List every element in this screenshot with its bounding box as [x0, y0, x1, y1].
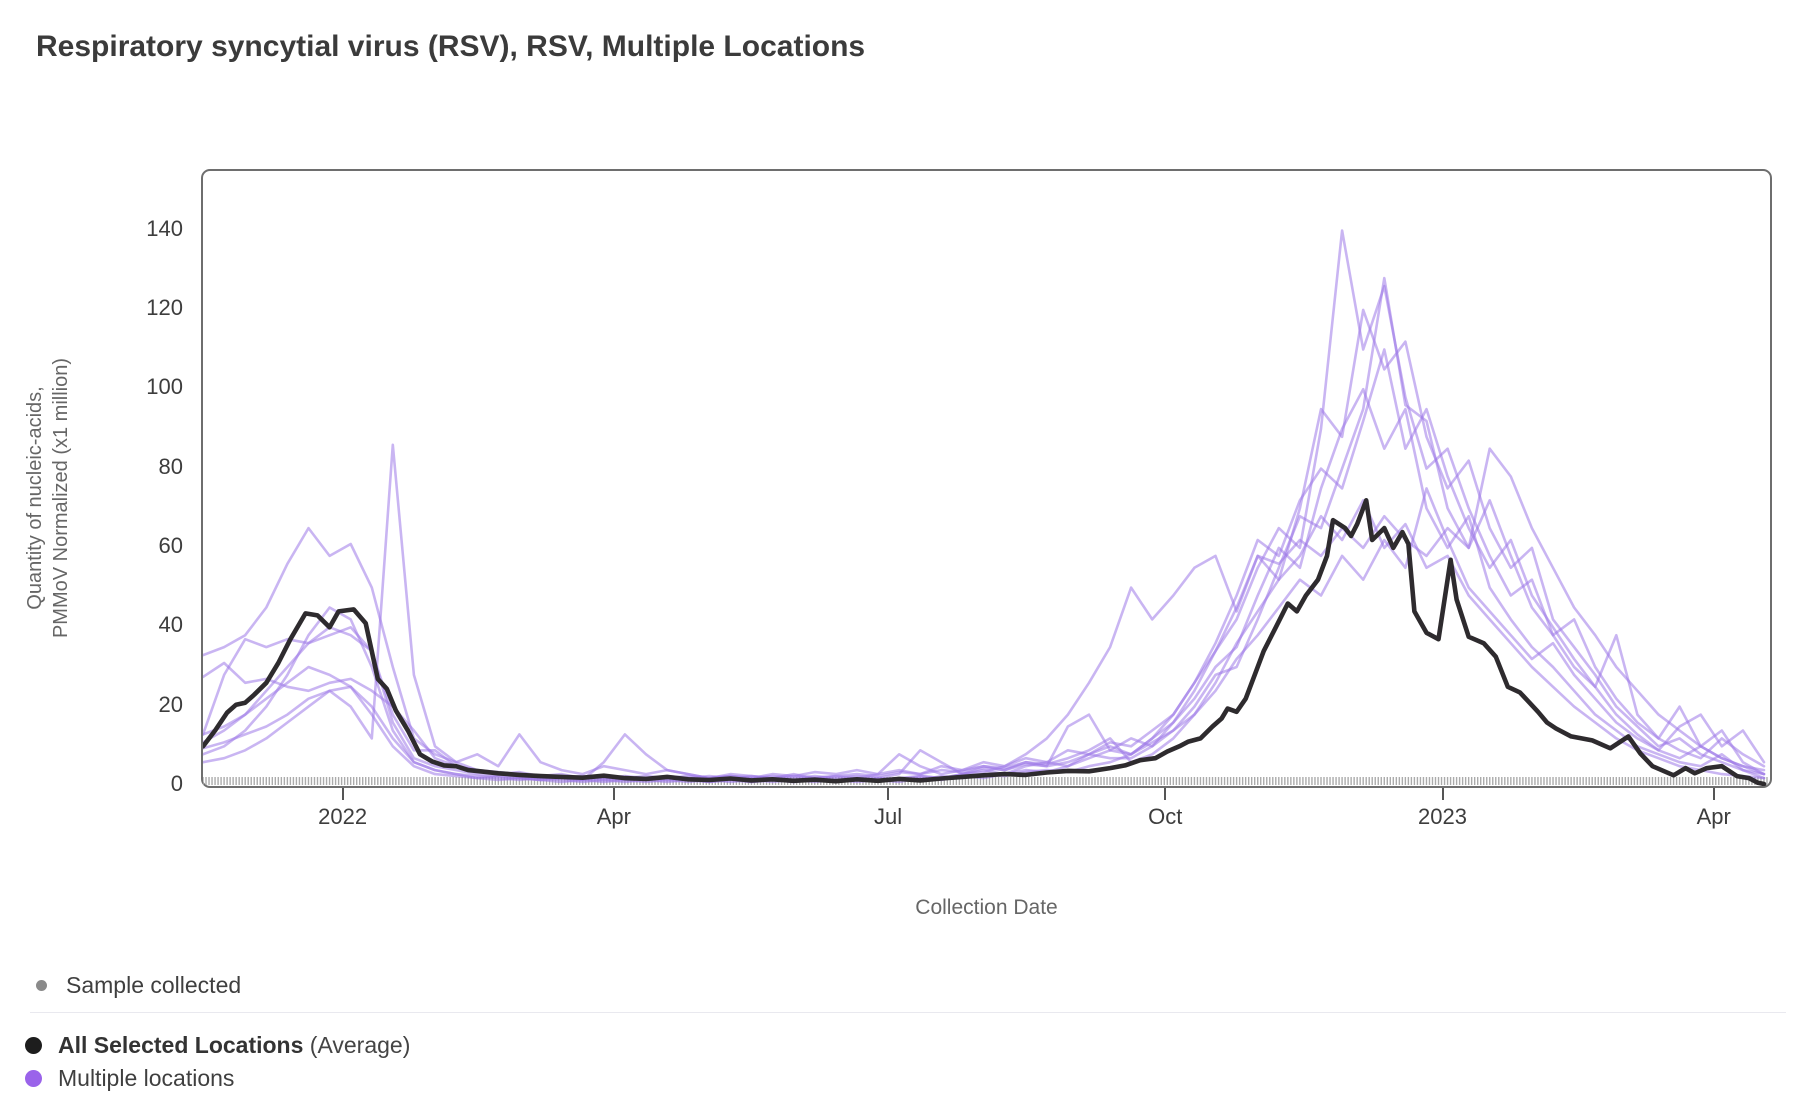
x-tick-mark-Apr	[612, 788, 615, 800]
location-2-line	[203, 387, 1766, 780]
legend-sample-collected: Sample collected	[30, 972, 241, 999]
plot-area[interactable]	[201, 169, 1772, 788]
location-8-line	[203, 487, 1766, 782]
chart-svg	[203, 229, 1768, 786]
legend-sample-label: Sample collected	[66, 972, 242, 998]
y-tick-label-40: 40	[158, 612, 183, 638]
x-tick-mark-Apr	[1712, 788, 1715, 800]
locations-series-dot-icon	[25, 1070, 42, 1087]
legend-average-suffix: (Average)	[303, 1032, 411, 1058]
location-6-line	[203, 447, 1766, 784]
x-tick-label-Apr: Apr	[1696, 804, 1731, 829]
sample-collected-dot-icon	[36, 980, 47, 991]
y-tick-label-140: 140	[146, 215, 183, 241]
location-7-line	[203, 348, 1766, 784]
legend-average: All Selected Locations (Average)	[22, 1032, 410, 1059]
location-5-line	[203, 498, 1766, 780]
x-tick-mark-2022	[341, 788, 344, 800]
x-tick-label-2023: 2023	[1418, 804, 1467, 829]
y-tick-label-80: 80	[158, 453, 183, 479]
average-line	[203, 497, 1767, 786]
location-1-line	[203, 308, 1766, 784]
x-axis-title: Collection Date	[915, 896, 1058, 919]
x-tick-label-Jul: Jul	[874, 804, 903, 829]
x-tick-mark-2023	[1441, 788, 1444, 800]
y-tick-label-20: 20	[158, 691, 183, 717]
y-tick-label-120: 120	[146, 294, 183, 320]
legend-average-label: All Selected Locations	[58, 1032, 304, 1058]
legend-divider	[30, 1012, 1786, 1013]
legend-multiple-locations: Multiple locations	[22, 1065, 234, 1092]
x-tick-label-Apr: Apr	[596, 804, 631, 829]
y-tick-label-100: 100	[146, 374, 183, 400]
average-series-dot-icon	[25, 1037, 42, 1054]
x-tick-mark-Oct	[1164, 788, 1167, 800]
y-tick-label-60: 60	[158, 532, 183, 558]
location-3-line	[203, 229, 1766, 784]
legend-locations-label: Multiple locations	[58, 1065, 235, 1091]
y-tick-label-0: 0	[170, 771, 183, 796]
page-title: Respiratory syncytial virus (RSV), RSV, …	[36, 30, 866, 63]
x-tick-mark-Jul	[887, 788, 890, 800]
x-tick-label-Oct: Oct	[1148, 804, 1183, 829]
x-tick-label-2022: 2022	[318, 804, 368, 829]
